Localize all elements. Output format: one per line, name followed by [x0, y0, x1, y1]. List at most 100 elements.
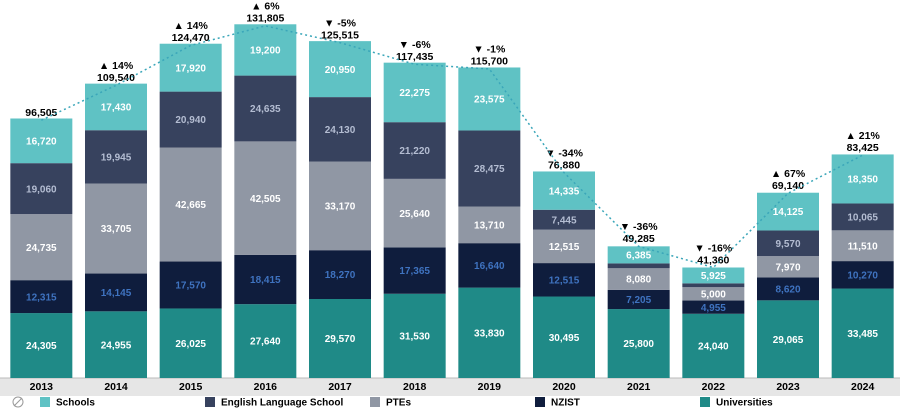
bar-segment	[533, 263, 595, 297]
x-tick-label: 2016	[254, 381, 278, 393]
icon	[12, 396, 24, 408]
bar-segment	[10, 280, 73, 314]
bar-segment	[458, 67, 521, 131]
bar-segment	[309, 161, 371, 251]
bar-segment	[383, 122, 446, 179]
bar-segment	[85, 183, 147, 274]
bar-segment	[159, 43, 222, 92]
total-label: 115,700	[471, 56, 509, 68]
segment-label: 24,735	[26, 243, 57, 254]
x-tick-label: 2023	[776, 381, 800, 393]
bar-segment	[533, 296, 595, 378]
segment-label: 14,125	[773, 207, 804, 218]
bar-segment	[383, 247, 446, 294]
total-label: 117,435	[396, 51, 434, 63]
segment-label: 17,365	[399, 266, 430, 277]
bar-segment	[383, 178, 446, 248]
legend-swatch	[535, 397, 545, 407]
bar-segment	[85, 273, 147, 312]
segment-label: 9,570	[775, 239, 800, 250]
segment-label: 42,505	[250, 194, 281, 205]
segment-label: 14,335	[549, 186, 580, 197]
x-tick-label: 2018	[403, 381, 427, 393]
bar-segment	[831, 203, 894, 231]
bar-segment	[831, 230, 894, 262]
bar-segment	[682, 267, 745, 284]
bar-segment	[383, 62, 446, 123]
bar-segment	[682, 300, 745, 314]
bar-segment	[607, 309, 670, 378]
bar-segment	[458, 287, 521, 378]
bar-segment	[234, 24, 297, 76]
segment-label: 10,270	[847, 270, 878, 281]
total-label: 124,470	[172, 32, 210, 44]
bar-segment	[757, 230, 819, 257]
total-label: 83,425	[847, 142, 879, 154]
x-tick-label: 2017	[328, 381, 352, 393]
bar-segment	[309, 97, 371, 162]
change-label: ▲ 67%	[771, 168, 806, 180]
bar-segment	[159, 308, 222, 378]
segment-label: 22,275	[399, 88, 430, 99]
segment-label: 23,575	[474, 95, 505, 106]
total-label: 41,360	[697, 254, 729, 266]
bar-segment	[757, 300, 819, 378]
x-tick-label: 2024	[851, 381, 875, 393]
segment-label: 5,925	[701, 271, 726, 282]
bar-segment	[309, 41, 371, 98]
bar-segment	[682, 313, 745, 378]
change-label: ▼ -5%	[324, 17, 357, 29]
bar-segment	[682, 287, 745, 301]
segment-label: 19,945	[101, 152, 132, 163]
bar-segment	[309, 298, 371, 378]
bar-segment	[159, 147, 222, 262]
segment-label: 42,665	[175, 200, 206, 211]
change-label: ▼ -34%	[545, 147, 583, 159]
segment-label: 27,640	[250, 337, 281, 348]
segment-label: 31,530	[399, 332, 430, 343]
change-label: ▲ 14%	[174, 20, 209, 32]
bar-segment	[831, 261, 894, 289]
segment-label: 16,720	[26, 136, 57, 147]
bar-segment	[607, 289, 670, 310]
bar-segment	[458, 206, 521, 244]
total-label: 76,880	[548, 159, 580, 171]
segment-label: 7,445	[551, 215, 576, 226]
segment-label: 12,315	[26, 292, 57, 303]
change-label: ▼ -1%	[473, 44, 506, 56]
segment-label: 26,025	[175, 339, 206, 350]
segment-label: 18,350	[847, 175, 878, 186]
segment-label: 24,040	[698, 342, 729, 353]
change-label: ▼ -36%	[620, 221, 658, 233]
bar-segment	[533, 209, 595, 230]
segment-label: 30,495	[549, 333, 580, 344]
bar-segment	[533, 229, 595, 264]
legend-swatch	[40, 397, 50, 407]
bar-segment	[234, 254, 297, 305]
segment-label: 7,970	[775, 262, 800, 273]
segment-label: 28,475	[474, 164, 505, 175]
total-label: 69,140	[772, 180, 804, 192]
legend-swatch	[370, 397, 380, 407]
bar-segment	[458, 243, 521, 288]
change-label: ▲ 6%	[251, 1, 280, 13]
segment-label: 20,950	[325, 65, 356, 76]
legend-label: Schools	[56, 398, 95, 409]
segment-label: 12,515	[549, 275, 580, 286]
bar-segment	[607, 263, 670, 269]
bar-segment	[607, 246, 670, 264]
segment-label: 17,430	[101, 103, 132, 114]
total-label: 125,515	[321, 29, 359, 41]
x-tick-label: 2022	[702, 381, 726, 393]
total-label: 131,805	[246, 13, 284, 25]
segment-label: 24,955	[101, 340, 132, 351]
total-label: 96,505	[25, 107, 57, 119]
segment-label: 24,305	[26, 341, 57, 352]
bar-segment	[533, 171, 595, 210]
x-tick-label: 2014	[104, 381, 128, 393]
bar-segment	[10, 214, 73, 281]
legend-swatch	[205, 397, 215, 407]
bar-segment	[234, 141, 297, 255]
segment-label: 8,620	[775, 284, 800, 295]
